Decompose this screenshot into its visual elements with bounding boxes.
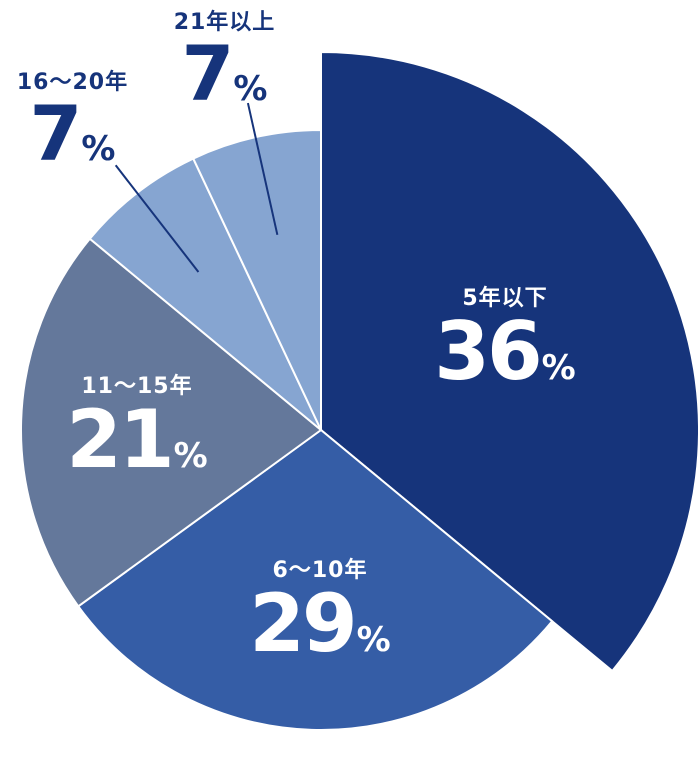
value-label: 21 xyxy=(66,393,174,486)
value-label: 7 xyxy=(29,89,83,178)
slice-label-21plus-yrs: 21年以上 7% xyxy=(152,4,297,112)
slice-label-11-15yrs: 11〜15年 21% xyxy=(42,368,232,480)
slice-5yrs xyxy=(320,50,698,673)
value-label: 29 xyxy=(249,577,357,670)
slice-6-10yrs xyxy=(76,428,554,731)
leader-line xyxy=(246,102,279,236)
unit-label: % xyxy=(173,436,208,476)
slice-11-15yrs xyxy=(20,237,323,608)
leader-line xyxy=(114,164,200,273)
category-label: 5年以下 xyxy=(462,286,548,311)
category-label: 6〜10年 xyxy=(272,558,368,583)
unit-label: % xyxy=(541,348,576,388)
category-label: 11〜15年 xyxy=(81,374,193,399)
category-label: 16〜20年 xyxy=(16,70,129,95)
unit-label: % xyxy=(233,69,268,109)
category-label: 21年以上 xyxy=(173,10,276,35)
unit-label: % xyxy=(356,620,391,660)
slice-label-6-10yrs: 6〜10年 29% xyxy=(225,552,415,664)
value-label: 7 xyxy=(181,29,235,118)
unit-label: % xyxy=(81,129,116,169)
slice-label-16-20yrs: 16〜20年 7% xyxy=(0,64,145,172)
slice-label-5yrs: 5年以下 36% xyxy=(410,280,600,392)
value-label: 36 xyxy=(434,305,542,398)
